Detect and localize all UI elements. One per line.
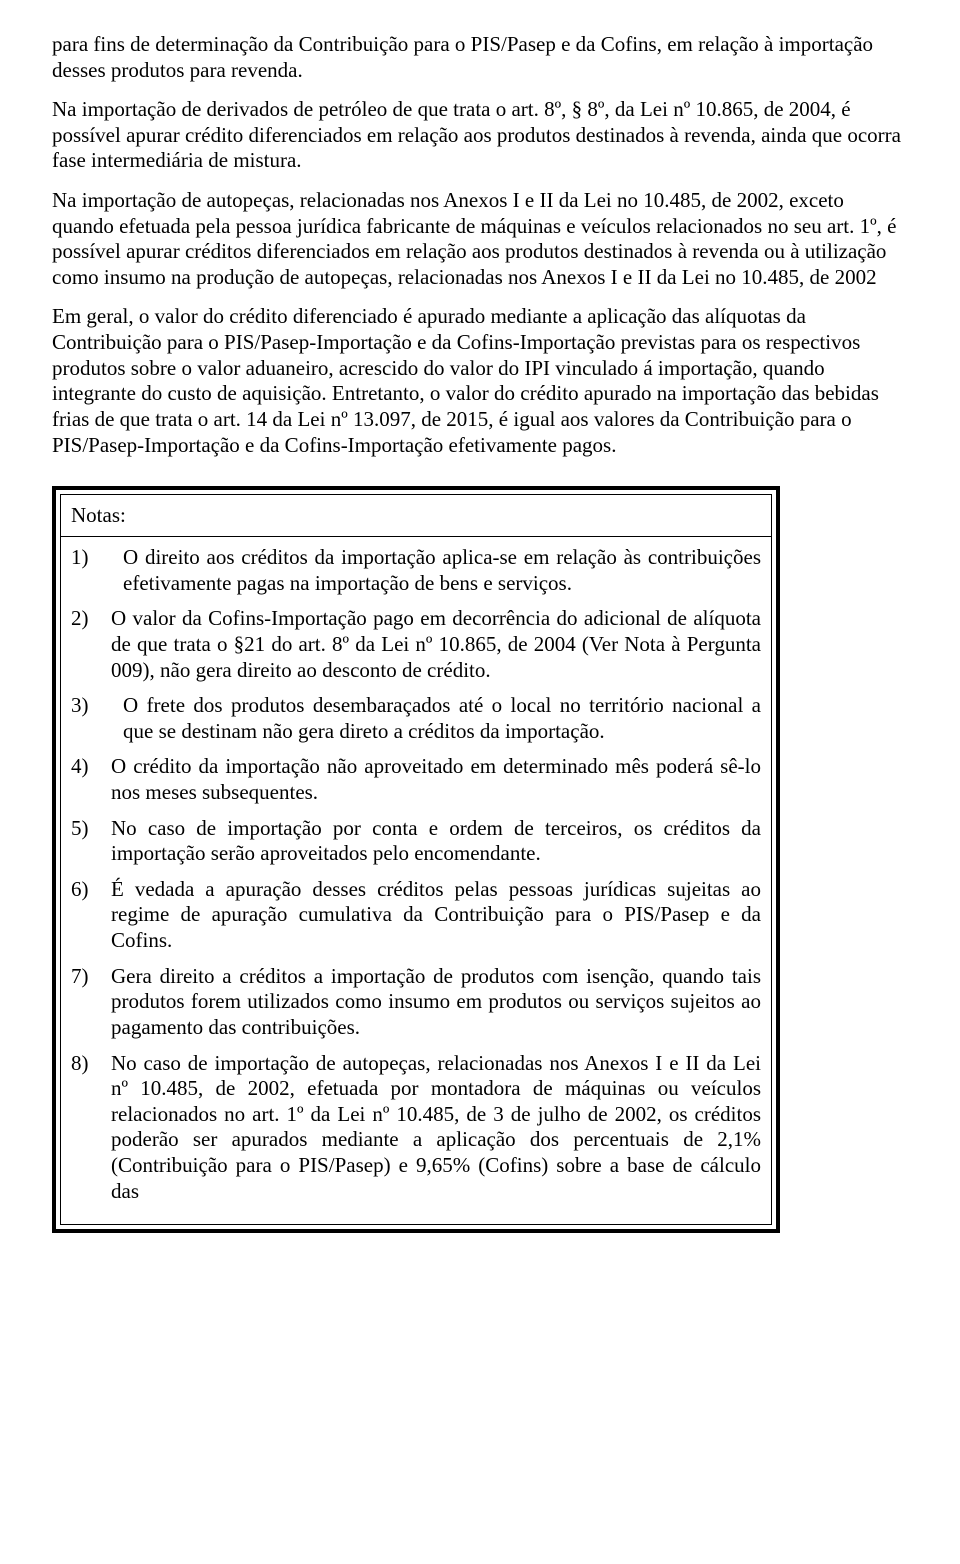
- note-item: 7)Gera direito a créditos a importação d…: [71, 964, 761, 1041]
- note-item: 4)O crédito da importação não aproveitad…: [71, 754, 761, 805]
- notes-body: 1)O direito aos créditos da importação a…: [61, 537, 771, 1224]
- note-text: O frete dos produtos desembaraçados até …: [123, 693, 761, 744]
- paragraph-4: Em geral, o valor do crédito diferenciad…: [52, 304, 908, 458]
- note-text: É vedada a apuração desses créditos pela…: [111, 877, 761, 954]
- note-item: 6)É vedada a apuração desses créditos pe…: [71, 877, 761, 954]
- paragraph-1: para fins de determinação da Contribuiçã…: [52, 32, 908, 83]
- paragraph-2: Na importação de derivados de petróleo d…: [52, 97, 908, 174]
- note-number: 8): [71, 1051, 111, 1205]
- page: para fins de determinação da Contribuiçã…: [0, 0, 960, 1281]
- note-text: No caso de importação de autopeças, rela…: [111, 1051, 761, 1205]
- note-item: 3)O frete dos produtos desembaraçados at…: [71, 693, 761, 744]
- note-number: 3): [71, 693, 123, 744]
- note-text: No caso de importação por conta e ordem …: [111, 816, 761, 867]
- note-number: 5): [71, 816, 111, 867]
- note-text: O direito aos créditos da importação apl…: [123, 545, 761, 596]
- note-number: 6): [71, 877, 111, 954]
- note-number: 1): [71, 545, 123, 596]
- notes-header: Notas:: [61, 495, 771, 537]
- note-text: O valor da Cofins-Importação pago em dec…: [111, 606, 761, 683]
- note-number: 2): [71, 606, 111, 683]
- note-item: 1)O direito aos créditos da importação a…: [71, 545, 761, 596]
- note-text: O crédito da importação não aproveitado …: [111, 754, 761, 805]
- note-text: Gera direito a créditos a importação de …: [111, 964, 761, 1041]
- notes-box: Notas: 1)O direito aos créditos da impor…: [52, 486, 780, 1233]
- note-number: 7): [71, 964, 111, 1041]
- note-number: 4): [71, 754, 111, 805]
- paragraph-3: Na importação de autopeças, relacionadas…: [52, 188, 908, 290]
- note-item: 2)O valor da Cofins-Importação pago em d…: [71, 606, 761, 683]
- notes-inner: Notas: 1)O direito aos créditos da impor…: [60, 494, 772, 1225]
- note-item: 5)No caso de importação por conta e orde…: [71, 816, 761, 867]
- note-item: 8)No caso de importação de autopeças, re…: [71, 1051, 761, 1205]
